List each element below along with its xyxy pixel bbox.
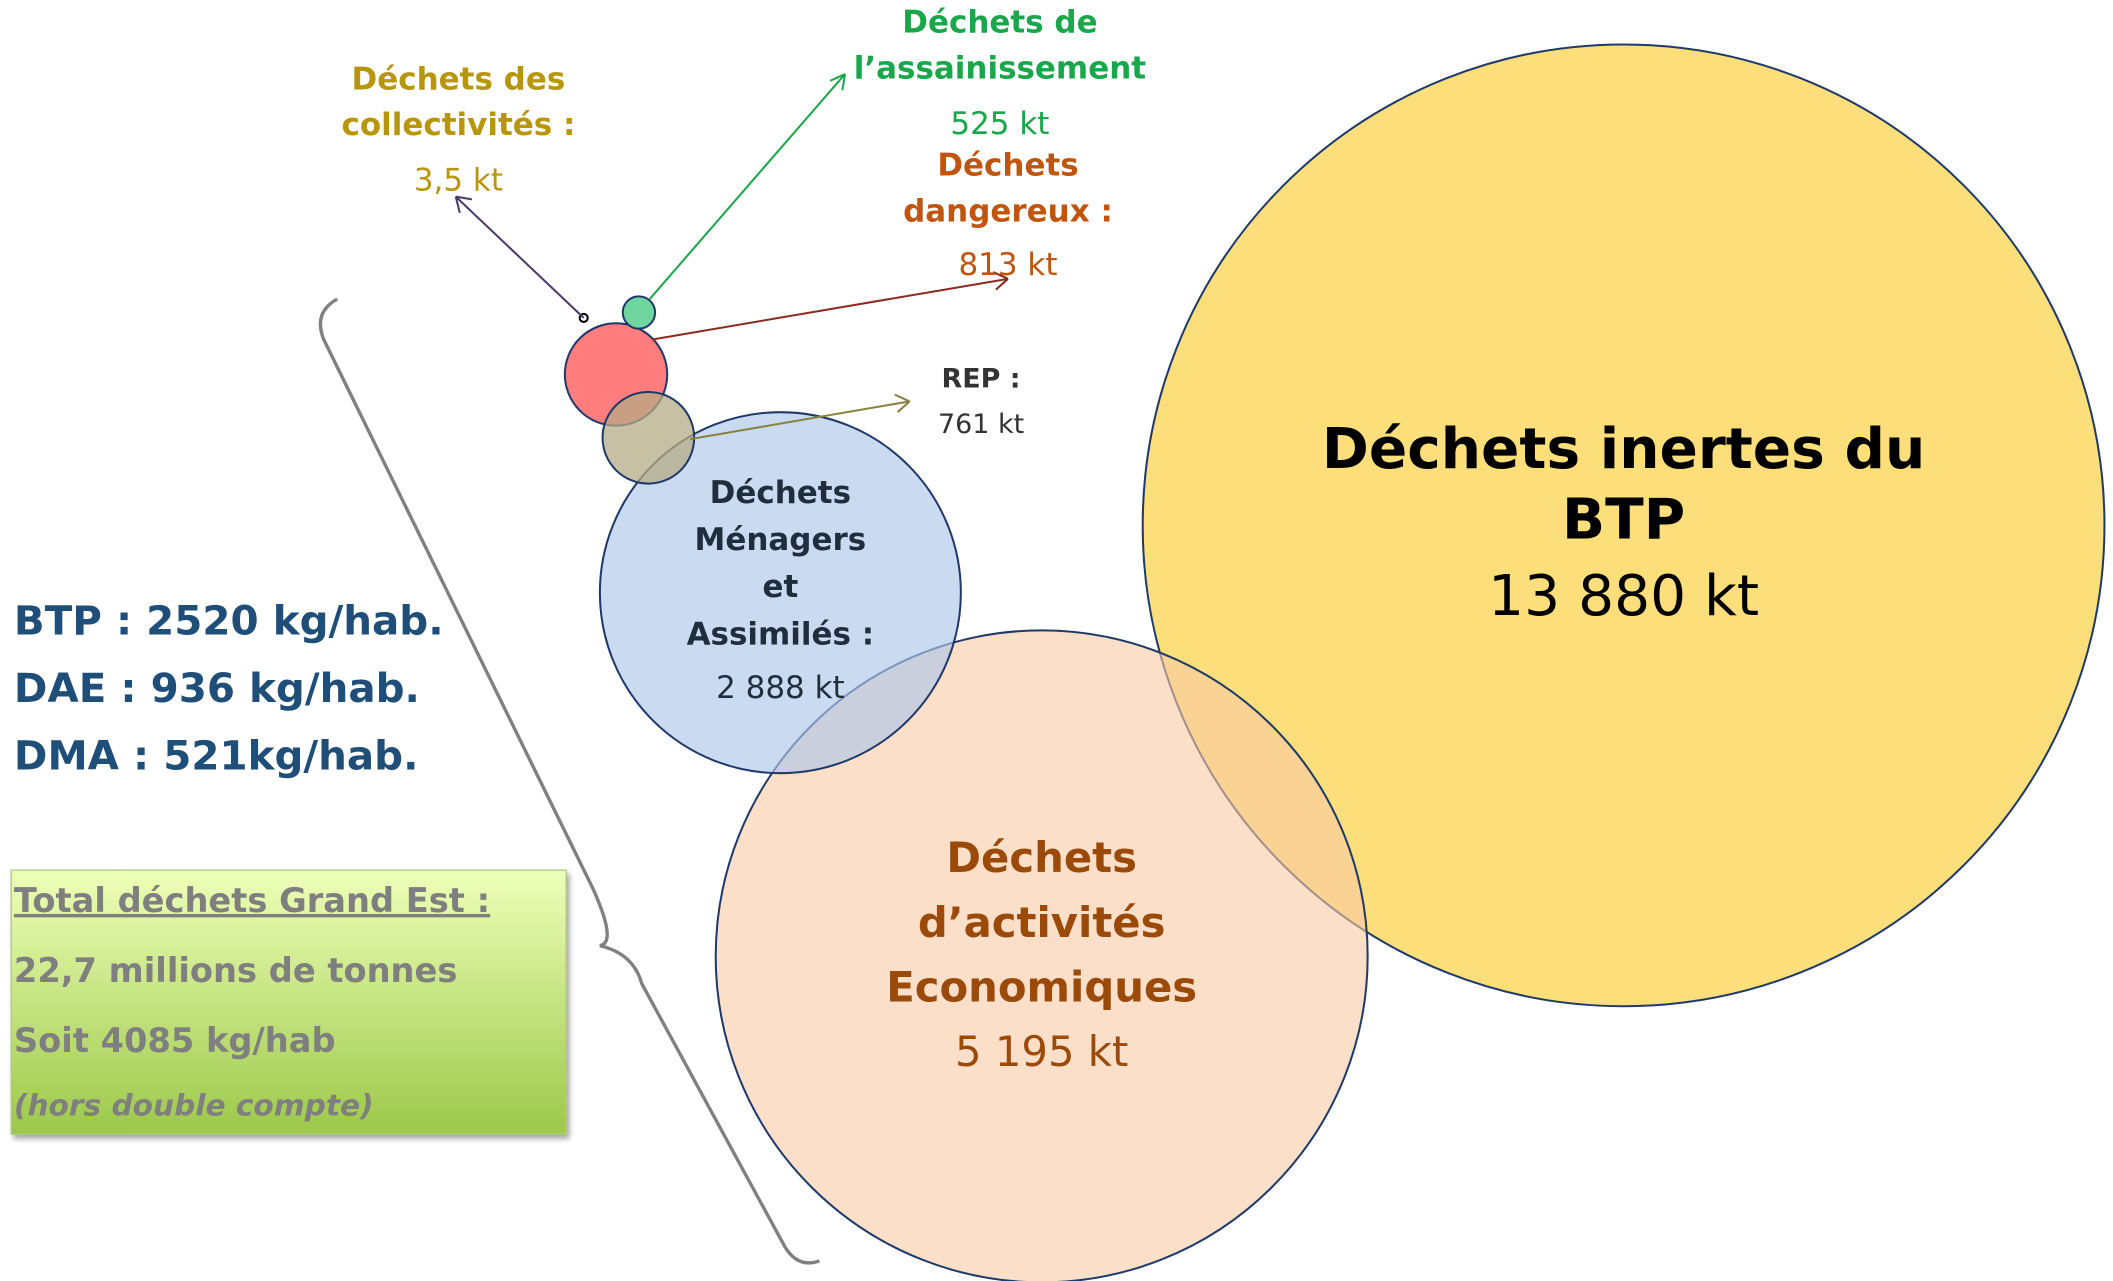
node-title: Déchets [937,148,1078,184]
node-title: Déchets inertes du [1322,416,1925,482]
node-value: 3,5 kt [414,162,503,198]
bubble-rep [601,390,696,485]
node-title: Déchets de [902,5,1097,41]
bubble-dma [598,411,962,775]
node-value: 5 195 kt [955,1027,1128,1076]
stat: DAE : 936 kg/hab. [14,664,420,712]
node-title: Déchets des [352,61,566,97]
arrow [648,73,847,300]
node-value: 13 880 kt [1488,563,1759,629]
total-heading: Total déchets Grand Est : [14,881,490,920]
node-value: 761 kt [938,409,1024,440]
node-title: Déchets [946,833,1137,882]
node-value: 2 888 kt [716,670,845,706]
total-box [10,869,567,1135]
bubble-assainissement [621,295,657,330]
node-title: l’assainissement [854,51,1147,87]
total-note: (hors double compte) [14,1088,374,1123]
node-value: 813 kt [958,247,1057,283]
node-title: BTP [1562,486,1685,552]
node-title: Economiques [886,963,1197,1012]
total-line: 22,7 millions de tonnes [14,951,457,990]
stat: DMA : 521kg/hab. [14,731,419,779]
brace [318,297,821,1265]
node-value: 525 kt [950,106,1049,142]
node-title: dangereux : [903,193,1113,229]
node-title: Assimilés : [687,616,875,652]
total-line: Soit 4085 kg/hab [14,1021,336,1060]
node-title: collectivités : [342,107,576,143]
node-title: d’activités [918,898,1166,947]
stat: BTP : 2520 kg/hab. [14,597,444,645]
bubble-dae [714,629,1369,1281]
arrow [689,393,911,441]
node-title: REP : [942,363,1021,394]
node-title: Déchets [710,475,851,511]
arrow [652,271,1009,341]
node-title: Ménagers [695,522,867,558]
node-title: et [762,569,798,605]
bubble-btp [1141,43,2106,1008]
arrows [454,73,1009,441]
arrow [454,195,585,319]
